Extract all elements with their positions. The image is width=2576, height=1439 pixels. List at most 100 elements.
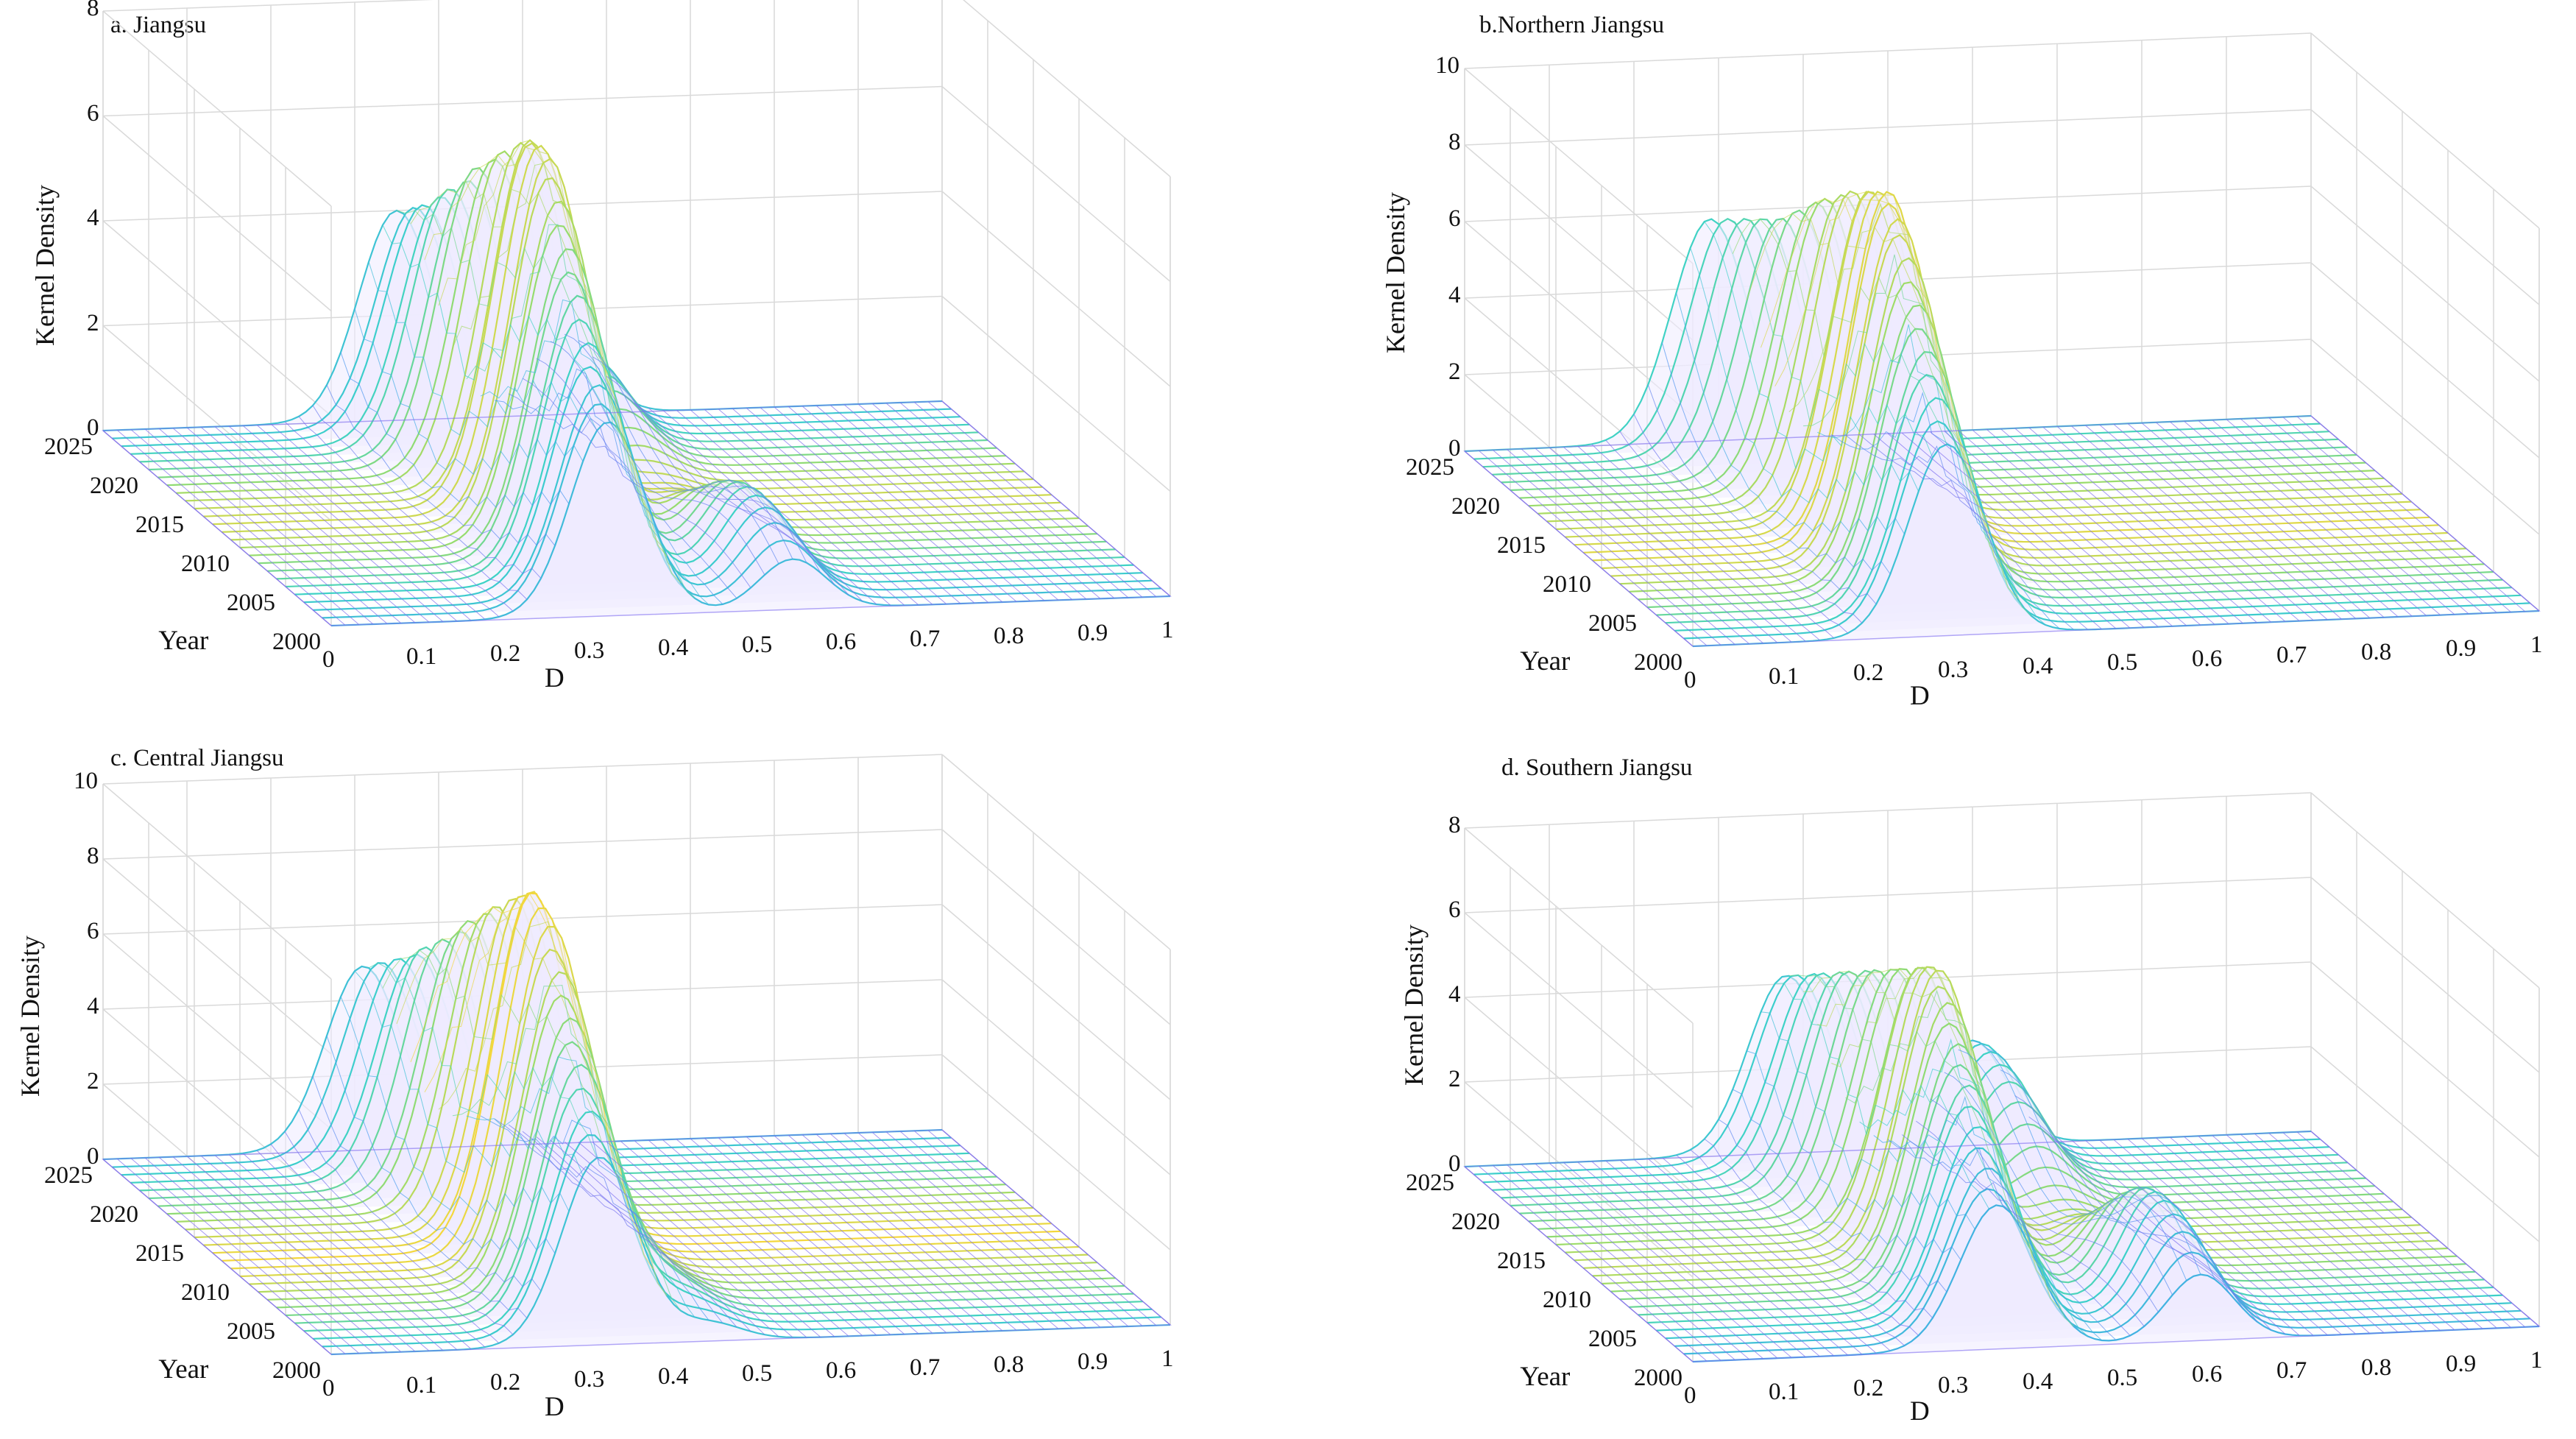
x-tick-label: 0.6: [826, 1357, 857, 1384]
panel-northern-jiangsu: b.Northern Jiangsu Kernel Density 0 0.1 0.2 0…: [1288, 0, 2576, 721]
mesh-line: [760, 407, 989, 604]
mesh-line: [2184, 420, 2413, 617]
grid-line: [102, 829, 943, 860]
mesh-line: [1859, 1038, 2089, 1337]
x-tick-label: 0.7: [2276, 642, 2307, 669]
mesh-line: [200, 1155, 430, 1351]
mesh-line: [1986, 429, 2215, 625]
z-tick-label: 0: [1448, 435, 1461, 462]
mesh-line: [1831, 392, 2060, 629]
mesh-line: [2127, 423, 2357, 619]
x-tick-label: 0.8: [2361, 1354, 2392, 1381]
z-tick-label: 8: [87, 0, 99, 21]
mesh-line: [2141, 422, 2371, 618]
grid-line: [1464, 109, 2312, 146]
density-surface: [102, 891, 1172, 1356]
floor-outline: [102, 400, 1172, 626]
mesh-line: [2099, 424, 2328, 620]
grid-line: [2310, 185, 2540, 382]
mesh-line: [312, 1076, 542, 1292]
grid-line: [963, 0, 1171, 177]
mesh-line: [815, 1134, 1045, 1330]
mesh-line: [1535, 448, 1764, 644]
x-tick-label: 0.3: [1938, 1371, 1969, 1399]
mesh-line: [326, 384, 556, 546]
mesh-line: [788, 406, 1017, 602]
mesh-line: [606, 1141, 835, 1337]
z-tick-label: 4: [1448, 282, 1461, 308]
grid-line: [941, 754, 1171, 950]
mesh-line: [746, 407, 975, 604]
ridge-fill: [313, 385, 1153, 610]
x-tick-label: 0.2: [1853, 1375, 1884, 1402]
panel-title: d. Southern Jiangsu: [1501, 754, 1693, 781]
mesh-line: [634, 1140, 863, 1337]
mesh-line: [144, 428, 374, 625]
mesh-line: [382, 224, 612, 423]
mesh-line: [1802, 971, 2032, 1251]
mesh-line: [2296, 1131, 2526, 1328]
grid-line: [941, 191, 1171, 387]
mesh-line: [1972, 1039, 2201, 1275]
mesh-line: [857, 403, 1087, 600]
year-tick-label: 2005: [1588, 1326, 1637, 1352]
grid-line: [2310, 792, 2540, 989]
mesh-line: [1661, 1157, 1891, 1351]
x-tick-label: 0.7: [910, 1354, 941, 1381]
mesh-line: [536, 1136, 765, 1335]
year-axis-label: Year: [1520, 1361, 1571, 1392]
mesh-line: [298, 1109, 528, 1319]
mesh-line: [354, 970, 584, 1176]
mesh-line: [1478, 1165, 1708, 1362]
mesh-line: [284, 1131, 514, 1335]
mesh-line: [2084, 425, 2314, 621]
mesh-line: [2014, 1095, 2243, 1309]
mesh-line: [1619, 1159, 1849, 1356]
floor-outline: [102, 1129, 1172, 1355]
mesh-line: [1788, 203, 2018, 599]
year-axis-label: Year: [1520, 646, 1571, 676]
x-tick-label: 0.2: [1853, 660, 1884, 687]
mesh-line: [1816, 324, 2046, 626]
mesh-line: [186, 1156, 416, 1352]
mesh-line: [1901, 1134, 2131, 1336]
mesh-line: [1633, 414, 1863, 623]
mesh-line: [1732, 1089, 1961, 1261]
x-axis-label: D: [545, 663, 565, 693]
mesh-line: [1549, 447, 1778, 643]
mesh-line: [1563, 446, 1792, 643]
mesh-line: [620, 1140, 849, 1337]
mesh-line: [564, 1141, 793, 1338]
mesh-line: [382, 950, 612, 1165]
year-axis-label: Year: [158, 1354, 209, 1385]
mesh-line: [116, 429, 346, 626]
panel-title: c. Central Jiangsu: [110, 745, 284, 771]
mesh-line: [1930, 431, 2159, 627]
mesh-line: [130, 1158, 360, 1354]
mesh-line: [2113, 423, 2343, 620]
mesh-line: [340, 352, 570, 508]
mesh-line: [1577, 445, 1806, 642]
ridge-fill: [331, 1157, 1170, 1354]
mesh-line: [186, 427, 416, 623]
grid-line: [102, 115, 332, 312]
mesh-line: [1958, 430, 2187, 626]
year-tick-label: 2005: [227, 590, 275, 616]
panel-central-jiangsu: c. Central Jiangsu Kernel Density 0 0.1 0.2 0…: [0, 725, 1288, 1439]
mesh-line: [1676, 1154, 1905, 1346]
mesh-line: [1774, 191, 2004, 570]
mesh-line: [2240, 418, 2469, 615]
grid-line: [1464, 877, 2312, 913]
year-tick-label: 2010: [1543, 571, 1591, 598]
grid-line: [102, 10, 332, 207]
mesh-line: [536, 358, 765, 576]
mesh-line: [1958, 1049, 2187, 1281]
mesh-line: [662, 1139, 891, 1335]
x-tick-label: 0.4: [2023, 652, 2053, 679]
mesh-line: [899, 1131, 1129, 1327]
mesh-line: [2282, 1132, 2512, 1328]
year-tick-label: 2000: [272, 629, 321, 655]
grid-line: [1464, 792, 2312, 829]
mesh-line: [2014, 428, 2243, 624]
ridge-fill: [103, 966, 942, 1159]
